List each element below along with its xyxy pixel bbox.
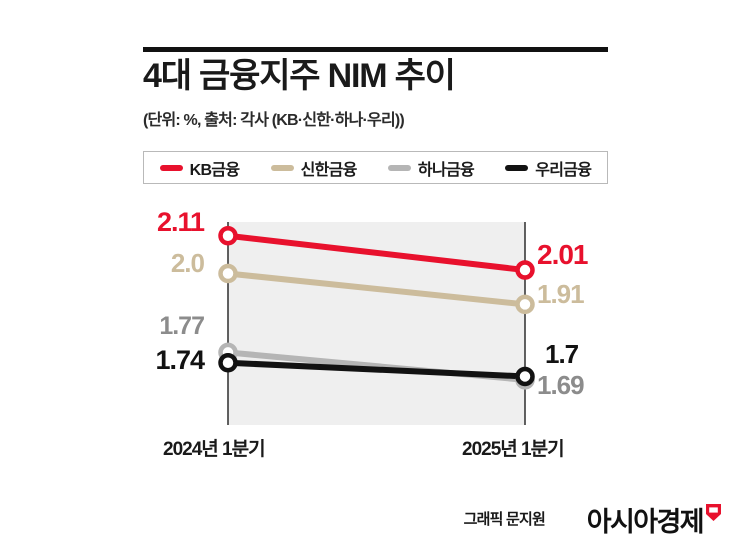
value-label-left-woori: 1.74 — [155, 345, 205, 375]
line-swatch-icon — [270, 164, 294, 171]
value-label-right-kb: 2.01 — [537, 239, 588, 270]
data-point-marker — [515, 366, 535, 387]
series-line-3 — [225, 359, 528, 380]
header-rule — [143, 47, 608, 52]
legend-item-hana: 하나금융 — [387, 156, 475, 180]
series-line-0 — [225, 232, 528, 274]
data-point-marker — [515, 260, 535, 280]
brand-name: 아시아경제 — [586, 507, 705, 537]
legend-label-shinhan: 신한금융 — [300, 161, 358, 179]
value-label-right-shinhan: 1.91 — [537, 279, 585, 309]
footer: 그래픽 문지원 아시아경제 — [0, 500, 745, 540]
value-label-left-shinhan: 2.0 — [170, 248, 205, 278]
legend-label-kb: KB금융 — [189, 161, 240, 179]
legend-item-woori: 우리금융 — [505, 156, 592, 180]
data-point-marker — [218, 225, 238, 246]
legend-label-hana: 하나금융 — [417, 161, 475, 179]
value-label-right-woori: 1.7 — [545, 339, 579, 369]
data-point-marker — [218, 352, 238, 373]
legend-item-shinhan: 신한금융 — [270, 156, 358, 180]
data-point-marker — [218, 263, 238, 284]
axis-category-first: 2024년 1분기 — [163, 439, 266, 460]
value-label-left-hana: 1.77 — [159, 312, 205, 340]
page-subtitle: (단위: %, 출처: 각사 (KB·신한·하나·우리)) — [143, 112, 405, 129]
legend-item-kb: KB금융 — [159, 156, 240, 180]
line-chart: 2.11 2.0 1.77 1.74 2.01 1.91 1.7 1.69 — [0, 195, 745, 445]
data-point-marker — [515, 294, 535, 315]
series-line-1 — [225, 270, 528, 308]
flag-mark-icon — [706, 504, 721, 521]
chart-legend: KB금융 신한금융 하나금융 우리금융 — [143, 151, 608, 184]
chart-svg — [218, 222, 535, 425]
graphic-credit: 그래픽 문지원 — [463, 511, 546, 528]
line-swatch-icon — [505, 164, 529, 171]
line-swatch-icon — [387, 164, 411, 171]
line-swatch-icon — [159, 164, 183, 171]
legend-label-woori: 우리금융 — [535, 161, 592, 179]
value-label-left-kb: 2.11 — [156, 207, 205, 237]
axis-category-second: 2025년 1분기 — [462, 439, 565, 460]
page-title: 4대 금융지주 NIM 추이 — [143, 57, 456, 95]
value-label-right-hana: 1.69 — [537, 370, 585, 400]
